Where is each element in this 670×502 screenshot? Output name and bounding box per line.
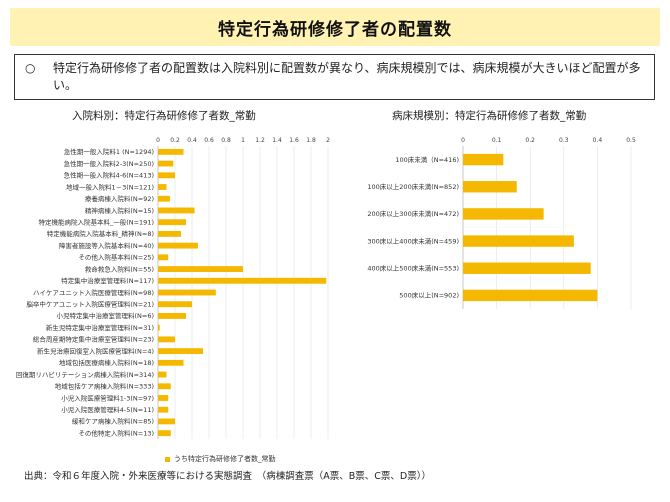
x-tick-label: 1.4	[272, 137, 282, 144]
category-label: 脳卒中ケアユニット入院医療管理料(N=21)	[26, 300, 154, 309]
x-tick-label: 0.6	[204, 137, 214, 144]
category-label: 特定機能病院入院基本料_一般(N=191)	[38, 217, 154, 226]
title-banner: 特定行為研修修了者の配置数	[10, 8, 660, 46]
category-label: 地域包括医療病棟入院料(N=18)	[59, 358, 154, 367]
summary-note: ○ 特定行為研修修了者の配置数は入院料別に配置数が異なり、病床規模別では、病床規…	[14, 54, 655, 100]
bar	[158, 148, 184, 155]
bar	[463, 181, 517, 193]
bar	[158, 313, 187, 319]
category-label: 急性期一般入院料1 (N=1294)	[64, 147, 154, 156]
category-label: 回復期リハビリテーション病棟入院料(N=314)	[16, 370, 154, 379]
bar	[158, 430, 171, 437]
bar	[158, 277, 327, 284]
x-tick-label: 0	[461, 137, 465, 144]
bar	[158, 395, 169, 401]
category-label: 精神病棟入院料(N=15)	[85, 206, 154, 215]
category-label: 300床以上400床未満(N=459)	[367, 236, 459, 245]
bar	[463, 262, 591, 274]
x-tick-label: 1.2	[255, 137, 265, 144]
bar	[158, 383, 171, 390]
category-label: 500床以上(N=902)	[399, 291, 459, 300]
category-label: 特定機能病院入院基本料_精神(N=8)	[47, 229, 154, 238]
category-label: 200床以上300床未満(N=472)	[367, 209, 459, 218]
x-tick-label: 0	[156, 137, 160, 144]
bar	[158, 324, 160, 331]
x-tick-label: 0.4	[187, 137, 197, 144]
summary-text: 特定行為研修修了者の配置数は入院料別に配置数が異なり、病床規模別では、病床規模が…	[53, 61, 641, 92]
category-label: 100床以上200床未満(N=852)	[367, 182, 459, 191]
category-label: 地域包括ケア病棟入院料(N=333)	[55, 382, 154, 391]
bullet-icon: ○	[25, 61, 36, 75]
bar	[158, 160, 174, 167]
bar	[463, 208, 544, 220]
x-tick-label: 0.2	[525, 137, 535, 144]
bar	[158, 359, 184, 366]
category-label: 救命救急入院料(N=55)	[85, 264, 154, 273]
bar	[158, 195, 170, 202]
x-tick-label: 1.6	[289, 137, 299, 144]
category-label: 障害者施設等入院基本料(N=40)	[59, 241, 154, 250]
bar	[463, 153, 504, 166]
legend-label: うち特定行為研修修了者数_常勤	[174, 455, 276, 463]
bar	[158, 348, 204, 355]
category-label: 100床未満（N=416)	[395, 155, 459, 164]
x-tick-label: 2	[326, 137, 330, 144]
source-note: 出典：令和６年度入院・外来医療等における実態調査 （病棟調査票（A票、B票、C票…	[24, 471, 431, 482]
bar	[463, 235, 574, 247]
x-tick-label: 0.4	[593, 137, 603, 144]
category-label: その他特定入院料(N=13)	[78, 428, 154, 437]
x-tick-label: 1.8	[306, 137, 316, 144]
category-label: 療養病棟入院料(N=92)	[85, 194, 154, 203]
category-label: ハイケアユニット入院医療管理料(N=98)	[33, 288, 154, 297]
x-tick-label: 0.8	[221, 137, 231, 144]
x-tick-label: 0.1	[492, 137, 502, 144]
bar	[463, 289, 598, 302]
bar	[158, 184, 167, 190]
category-label: 急性期一般入院料2-3(N=250)	[64, 159, 154, 168]
x-tick-label: 0.3	[559, 137, 569, 144]
category-label: 小児特定集中治療室管理料(N=6)	[56, 311, 154, 320]
category-label: 新生児特定集中治療室管理料(N=31)	[46, 323, 154, 332]
x-tick-label: 1	[241, 137, 245, 144]
category-label: 400床以上500床未満(N=553)	[367, 264, 459, 273]
x-tick-label: 0.5	[626, 137, 636, 144]
page-title: 特定行為研修修了者の配置数	[218, 19, 452, 40]
category-label: 地域一般入院料1－3(N=121)	[66, 182, 154, 191]
category-label: 特定集中治療室管理料(N=117)	[61, 276, 154, 285]
category-label: 緩和ケア病棟入院料(N=85)	[72, 417, 154, 426]
legend-swatch	[165, 456, 170, 462]
category-label: その他入院基本料(N=25)	[78, 253, 154, 262]
bar	[158, 336, 175, 343]
bar	[158, 289, 216, 296]
bar	[158, 207, 195, 214]
legend: うち特定行為研修修了者数_常勤	[165, 454, 276, 464]
bar	[158, 266, 243, 272]
category-label: 急性期一般入院料4-6(N=413)	[64, 171, 154, 180]
x-tick-label: 0.2	[170, 137, 180, 144]
bar	[158, 172, 175, 179]
bar	[158, 254, 169, 261]
bar	[158, 301, 192, 308]
bar	[158, 219, 187, 226]
bar	[158, 371, 167, 378]
right-chart-title: 病床規模別：特定行為研修修了者数_常勤	[392, 110, 587, 122]
bar	[158, 418, 175, 425]
category-label: 小児入院医療管理料4-5(N=11)	[61, 405, 154, 414]
category-label: 総合周産期特定集中治療室管理料(N=23)	[33, 335, 154, 344]
bar	[158, 230, 181, 237]
category-label: 小児入院医療管理料1-3(N=97)	[61, 393, 154, 402]
category-label: 新生児治療回復室入院医療管理料(N=4)	[37, 346, 154, 355]
bar	[158, 406, 169, 413]
left-chart-title: 入院料別：特定行為研修修了者数_常勤	[72, 110, 256, 122]
bar	[158, 242, 198, 249]
